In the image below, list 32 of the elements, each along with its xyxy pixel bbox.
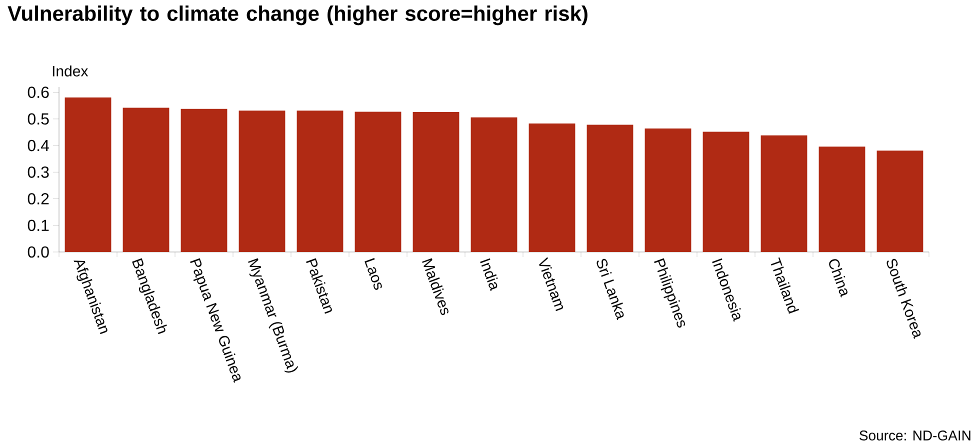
x-tick-label: China <box>829 259 848 298</box>
bar <box>586 124 634 252</box>
x-tick-label: South Korea <box>886 258 921 339</box>
source-note: Source: ND-GAIN <box>860 430 970 440</box>
bar <box>470 117 518 252</box>
bar <box>528 123 576 252</box>
chart-title: Vulnerability to climate change (higher score=higher risk) <box>8 6 588 26</box>
bar <box>818 146 866 252</box>
y-tick-label: 0.4 <box>28 140 50 152</box>
y-tick-label: 0.2 <box>28 193 49 204</box>
bar <box>238 110 286 252</box>
bar <box>760 135 808 252</box>
bar <box>702 132 750 252</box>
bar <box>64 97 112 252</box>
y-tick-label: 0.1 <box>28 220 49 232</box>
bar <box>876 150 924 252</box>
bar <box>644 128 692 252</box>
x-tick-label: Vietnam <box>539 257 564 312</box>
bar <box>122 108 170 252</box>
bar <box>296 110 344 252</box>
bar <box>354 112 402 252</box>
y-tick-label: 0.5 <box>28 113 49 125</box>
y-tick-label: 0.0 <box>28 246 49 258</box>
x-tick-label: Laos <box>364 258 382 290</box>
bar <box>412 112 460 252</box>
y-tick-label: 0.6 <box>28 86 49 98</box>
bar <box>180 108 228 252</box>
x-tick-label: Papua New Guinea <box>190 258 241 383</box>
x-tick-label: India <box>480 258 498 292</box>
y-axis-title: Index <box>52 65 88 76</box>
y-tick-label: 0.3 <box>28 166 49 178</box>
x-tick-label: Sri Lanka <box>596 258 624 320</box>
